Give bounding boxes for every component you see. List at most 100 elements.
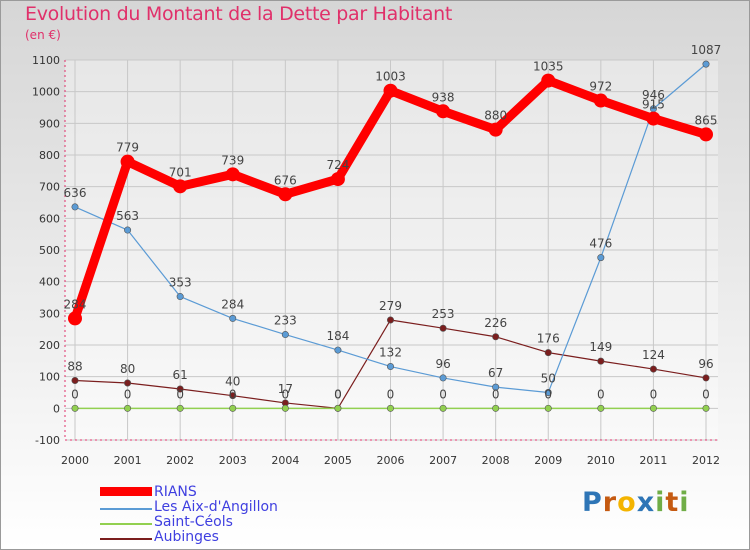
data-label-rians: 865 [695,113,718,127]
data-point-aix-dangillon [71,203,79,211]
data-point-saint-ceols [702,404,710,412]
x-tick-label: 2002 [166,454,194,467]
data-point-aix-dangillon [439,374,447,382]
data-label-aix-dangillon: 476 [589,237,612,251]
data-point-rians [593,93,608,108]
data-point-aix-dangillon [544,388,552,396]
legend-line-saint-ceols [100,523,152,525]
brand-logo: Proxiti [582,487,690,518]
data-label-aix-dangillon: 132 [379,346,402,360]
data-point-rians [120,154,135,169]
data-label-aix-dangillon: 353 [169,276,192,290]
data-point-aubinges [71,376,79,384]
x-tick-label: 2006 [377,454,405,467]
data-label-aix-dangillon: 50 [541,372,556,386]
data-point-rians [68,311,82,326]
data-label-rians: 938 [432,90,455,104]
data-label-saint-ceols: 0 [124,387,132,401]
data-point-rians [278,187,293,202]
data-label-rians: 284 [64,297,87,311]
brand-logo-letter: i [679,487,690,518]
data-label-aix-dangillon: 96 [435,357,450,371]
x-tick-label: 2010 [587,454,615,467]
legend-line-rians [100,487,152,496]
data-label-aubinges: 124 [642,348,665,362]
data-point-rians [646,111,661,126]
data-label-rians: 724 [326,158,349,172]
data-label-saint-ceols: 0 [597,387,605,401]
data-point-aix-dangillon [176,293,184,301]
data-point-aubinges [492,333,500,341]
legend-label-saint-ceols: Saint-Céols [154,514,233,530]
data-label-aix-dangillon: 946 [642,88,665,102]
data-label-saint-ceols: 0 [650,387,658,401]
brand-logo-letter: x [636,487,656,518]
legend-label-aix: Les Aix-d'Angillon [154,499,278,515]
data-label-rians: 1035 [533,60,564,74]
data-label-aubinges: 149 [589,340,612,354]
data-label-aubinges: 40 [225,375,240,389]
data-label-saint-ceols: 0 [176,387,184,401]
data-point-saint-ceols [334,404,342,412]
data-label-rians: 739 [221,153,244,167]
y-tick-label: 600 [39,212,60,225]
data-label-rians: 779 [116,141,139,155]
data-label-aubinges: 17 [278,382,293,396]
data-label-aubinges: 96 [698,357,713,371]
data-point-aix-dangillon [702,60,710,68]
data-point-aubinges [544,349,552,357]
data-point-aubinges [649,365,657,373]
brand-logo-letter: P [582,487,603,518]
data-label-aubinges: 80 [120,362,135,376]
data-label-saint-ceols: 0 [702,387,710,401]
y-tick-label: 400 [39,276,60,289]
x-tick-label: 2009 [534,454,562,467]
data-label-saint-ceols: 0 [282,387,290,401]
data-point-aix-dangillon [334,346,342,354]
data-point-aubinges [386,316,394,324]
data-point-rians [225,167,240,182]
x-tick-label: 2004 [271,454,299,467]
data-label-rians: 880 [484,109,507,123]
data-label-aubinges: 279 [379,299,402,313]
y-tick-label: 0 [53,402,60,415]
chart-unit-label: (en €) [25,28,61,42]
data-label-saint-ceols: 0 [334,387,342,401]
data-point-aix-dangillon [597,254,605,262]
data-label-rians: 701 [169,165,192,179]
data-point-saint-ceols [386,404,394,412]
data-label-aubinges: 0 [334,387,342,401]
legend-label-aubinges: Aubinges [154,529,219,545]
data-point-rians [383,83,398,98]
data-label-aix-dangillon: 67 [488,366,503,380]
y-tick-label: -100 [35,434,60,447]
data-point-aix-dangillon [386,363,394,371]
y-tick-label: 100 [39,371,60,384]
data-label-aix-dangillon: 1087 [691,43,722,57]
data-label-aubinges: 226 [484,316,507,330]
data-point-saint-ceols [544,404,552,412]
data-label-saint-ceols: 0 [544,387,552,401]
data-point-rians [541,73,556,88]
brand-logo-letter: t [665,487,680,518]
y-tick-label: 200 [39,339,60,352]
brand-logo-letter: o [617,487,637,518]
data-point-rians [699,127,713,142]
x-tick-label: 2005 [324,454,352,467]
data-label-aubinges: 176 [537,332,560,346]
data-label-saint-ceols: 0 [387,387,395,401]
y-tick-label: 700 [39,181,60,194]
data-point-aix-dangillon [229,314,237,322]
x-tick-label: 2012 [692,454,720,467]
x-tick-label: 2001 [114,454,142,467]
data-point-saint-ceols [229,404,237,412]
data-point-aubinges [597,357,605,365]
data-label-rians: 1003 [375,70,406,84]
data-point-aubinges [702,374,710,382]
data-point-aix-dangillon [124,226,132,234]
y-tick-label: 1100 [32,54,60,67]
data-point-rians [173,179,188,194]
data-point-aubinges [124,379,132,387]
data-label-aubinges: 61 [173,368,188,382]
